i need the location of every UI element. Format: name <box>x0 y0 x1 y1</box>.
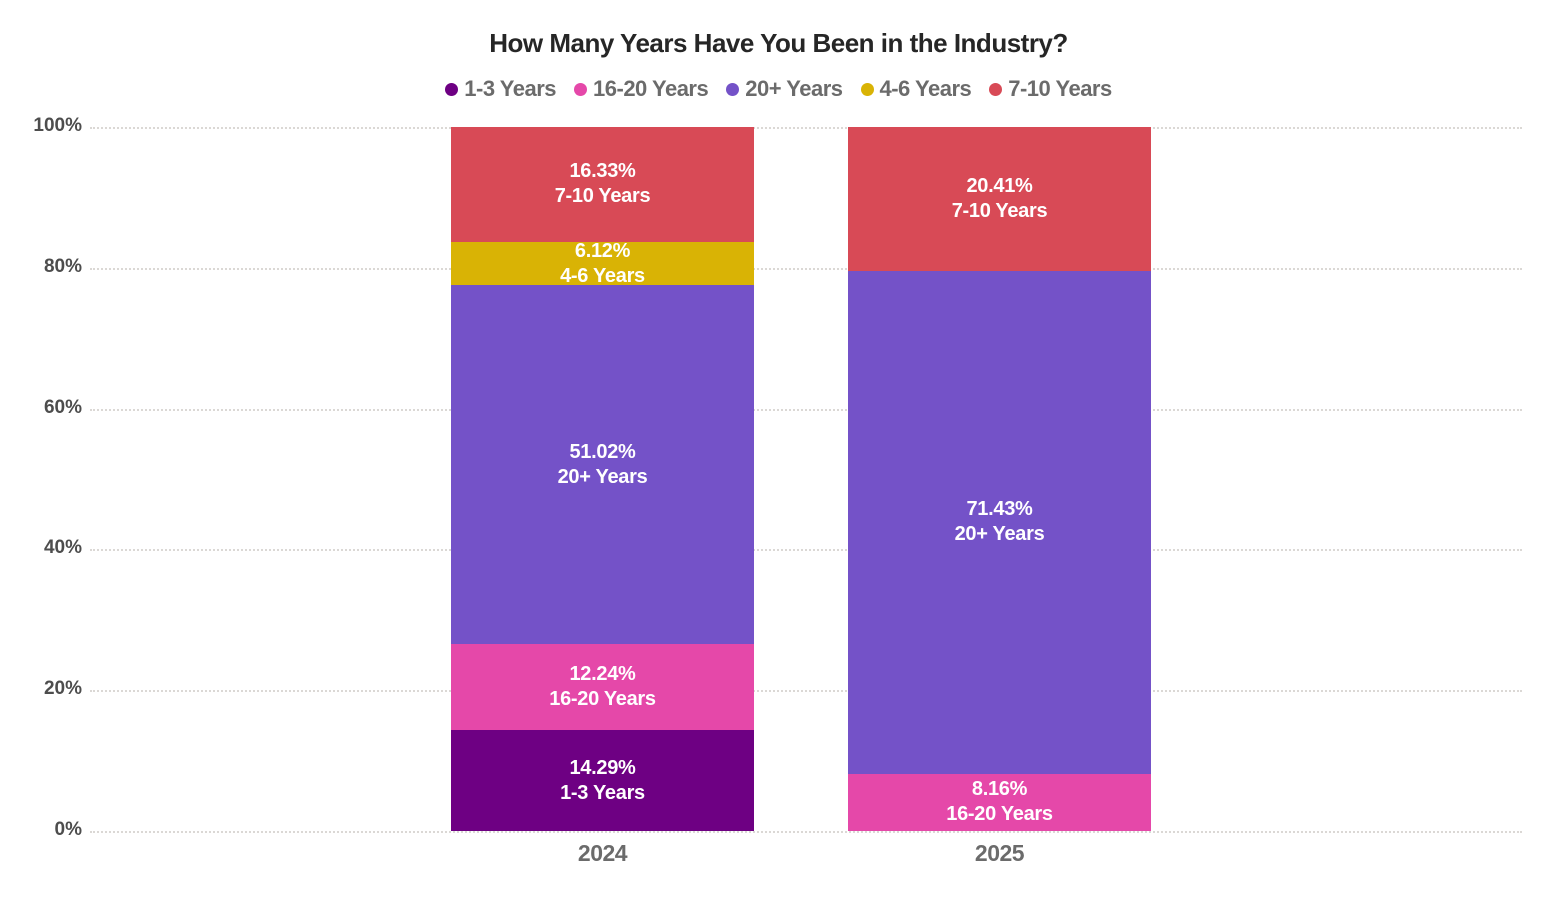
legend-dot-icon <box>574 82 588 96</box>
segment-value: 14.29% <box>569 756 636 779</box>
segment-label: 8.16% 16-20 Years <box>946 777 1053 827</box>
x-axis-label-2024: 2024 <box>577 840 628 866</box>
gridline-40 <box>90 549 1522 552</box>
bar-segment-2025-16-20-years[interactable]: 8.16% 16-20 Years <box>848 773 1151 831</box>
segment-series-name: 7-10 Years <box>951 199 1048 222</box>
segment-label: 51.02% 20+ Years <box>558 440 648 490</box>
bar-segment-2025-20+-years[interactable]: 71.43% 20+ Years <box>848 270 1151 774</box>
y-axis-tick-label: 40% <box>43 537 82 559</box>
gridline-80 <box>90 267 1522 270</box>
segment-series-name: 1-3 Years <box>560 781 645 804</box>
segment-label: 16.33% 7-10 Years <box>555 159 651 209</box>
gridline-0 <box>90 831 1522 833</box>
segment-series-name: 16-20 Years <box>946 803 1053 826</box>
legend-item-1-3-years[interactable]: 1-3 Years <box>445 76 557 102</box>
segment-series-name: 20+ Years <box>557 465 648 488</box>
y-axis-tick-label: 80% <box>43 255 82 277</box>
legend: 1-3 Years 16-20 Years 20+ Years 4-6 Years 7-… <box>0 76 1557 102</box>
y-axis: 100% 80% 60% 40% 20% 0% <box>0 115 82 840</box>
legend-item-20+-years[interactable]: 20+ Years <box>726 76 843 102</box>
legend-label: 1-3 Years <box>464 76 557 101</box>
gridline-100 <box>90 127 1522 129</box>
bar-column-2024: 14.29% 1-3 Years 12.24% 16-20 Years 51.02% 20… <box>451 127 754 831</box>
legend-item-7-10-years[interactable]: 7-10 Years <box>989 76 1112 102</box>
legend-label: 16-20 Years <box>593 76 709 101</box>
segment-value: 71.43% <box>966 498 1033 521</box>
legend-label: 7-10 Years <box>1008 76 1112 101</box>
gridline-20 <box>90 690 1522 693</box>
segment-label: 12.24% 16-20 Years <box>549 662 656 712</box>
legend-item-4-6-years[interactable]: 4-6 Years <box>860 76 972 102</box>
bar-segment-2024-16-20-years[interactable]: 12.24% 16-20 Years <box>451 644 754 731</box>
segment-label: 6.12% 4-6 Years <box>560 239 645 289</box>
segment-value: 12.24% <box>569 663 636 686</box>
segment-value: 20.41% <box>966 174 1033 197</box>
legend-label: 4-6 Years <box>879 76 972 101</box>
bar-segment-2024-4-6-years[interactable]: 6.12% 4-6 Years <box>451 240 754 287</box>
bar-column-2025: 8.16% 16-20 Years 71.43% 20+ Years 20.41% 7-1… <box>848 127 1151 831</box>
segment-series-name: 7-10 Years <box>554 185 651 208</box>
bar-segment-2024-20+-years[interactable]: 51.02% 20+ Years <box>451 285 754 645</box>
segment-label: 71.43% 20+ Years <box>955 497 1045 547</box>
plot-area: 14.29% 1-3 Years 12.24% 16-20 Years 51.02% 20… <box>90 127 1522 833</box>
legend-dot-icon <box>445 82 459 96</box>
y-axis-tick-label: 60% <box>43 396 82 418</box>
bar-segment-2025-7-10-years[interactable]: 20.41% 7-10 Years <box>848 127 1151 271</box>
y-axis-tick-label: 100% <box>33 115 82 136</box>
segment-series-name: 4-6 Years <box>560 264 645 287</box>
segment-series-name: 16-20 Years <box>549 688 656 711</box>
gridline-60 <box>90 408 1522 411</box>
legend-label: 20+ Years <box>745 76 843 101</box>
segment-value: 6.12% <box>574 239 631 262</box>
bar-segment-2024-7-10-years[interactable]: 16.33% 7-10 Years <box>451 127 754 242</box>
y-axis-tick-label: 20% <box>43 678 82 700</box>
legend-dot-icon <box>860 82 874 96</box>
segment-label: 20.41% 7-10 Years <box>952 174 1048 224</box>
y-axis-tick-label: 0% <box>54 819 82 840</box>
segment-value: 51.02% <box>569 440 636 463</box>
segment-value: 8.16% <box>971 778 1028 801</box>
legend-dot-icon <box>726 82 740 96</box>
legend-dot-icon <box>989 82 1003 96</box>
bar-segment-2024-1-3-years[interactable]: 14.29% 1-3 Years <box>451 730 754 831</box>
segment-label: 14.29% 1-3 Years <box>560 756 645 806</box>
x-axis: 2024 2025 <box>90 840 1522 880</box>
legend-item-16-20-years[interactable]: 16-20 Years <box>574 76 709 102</box>
x-axis-label-2025: 2025 <box>974 840 1025 866</box>
segment-value: 16.33% <box>569 160 636 183</box>
chart-title: How Many Years Have You Been in the Indu… <box>489 28 1068 58</box>
segment-series-name: 20+ Years <box>954 523 1045 546</box>
